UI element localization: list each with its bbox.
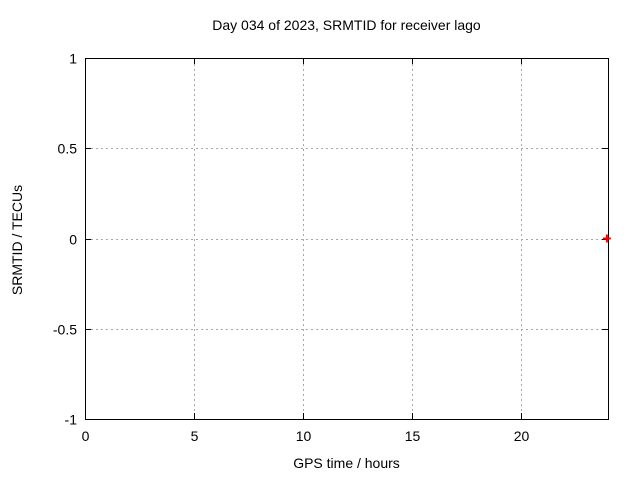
chart-title: Day 034 of 2023, SRMTID for receiver lag… bbox=[212, 17, 481, 33]
x-tick-label-15: 15 bbox=[405, 428, 421, 444]
x-tick-label-20: 20 bbox=[514, 428, 530, 444]
x-axis-label: GPS time / hours bbox=[293, 455, 400, 471]
x-tick-label-5: 5 bbox=[191, 428, 199, 444]
y-tick-label-0: 0 bbox=[69, 232, 77, 248]
x-tick-label-0: 0 bbox=[82, 428, 90, 444]
y-tick-label--0.5: -0.5 bbox=[53, 322, 77, 338]
y-tick-label-1: 1 bbox=[69, 51, 77, 67]
x-tick-label-10: 10 bbox=[296, 428, 312, 444]
y-tick-label-0.5: 0.5 bbox=[58, 141, 78, 157]
y-tick-label--1: -1 bbox=[65, 412, 78, 428]
